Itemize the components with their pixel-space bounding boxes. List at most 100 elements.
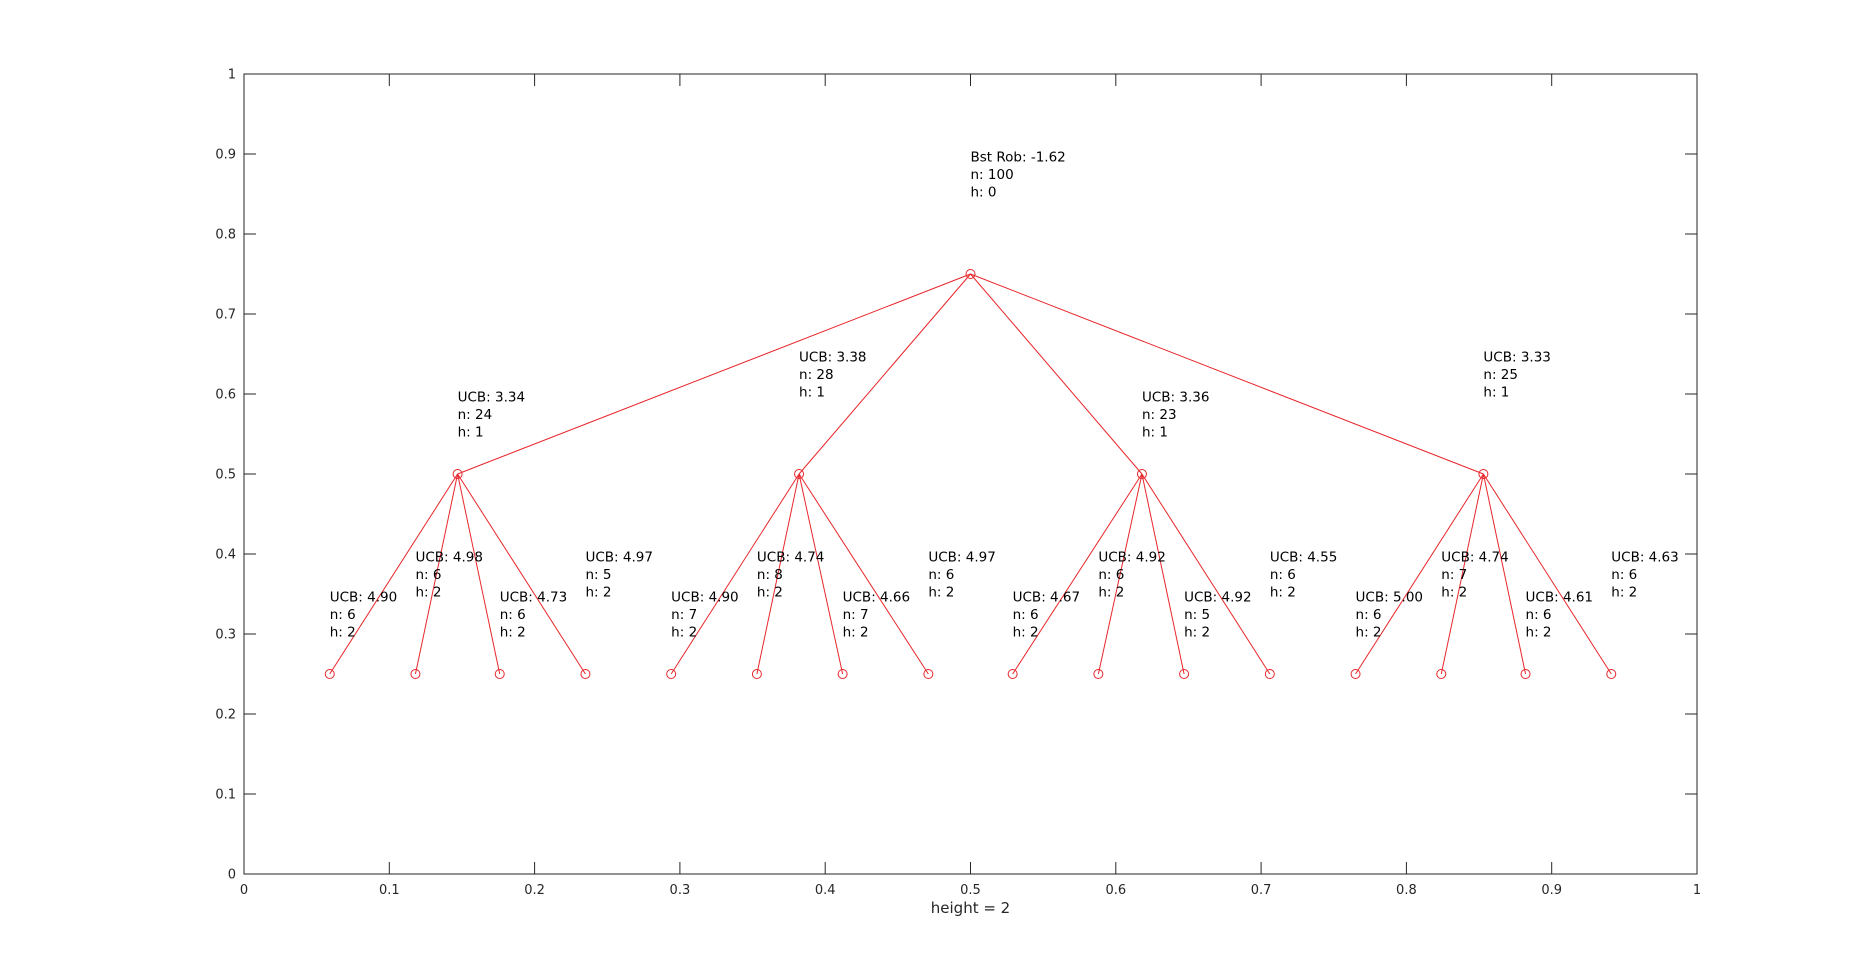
x-axis-label: height = 2 [931, 899, 1010, 917]
node-label: UCB: 4.74n: 8 h: 2 [757, 550, 824, 601]
node-label-line: n: 6 [1098, 567, 1124, 583]
tree-edge [1012, 473, 1143, 675]
node-label-line: UCB: 4.90 [671, 590, 738, 606]
node-label-line: UCB: 4.63 [1611, 550, 1678, 566]
y-tick-label: 0.3 [215, 628, 236, 643]
tree-node-marker [494, 669, 505, 679]
node-labels: Bst Rob: -1.62n: 100 h: 0 UCB: 3.34n: 24 h:… [330, 150, 1679, 641]
tree-node-marker [1436, 669, 1447, 679]
node-label-line: n: 7 [671, 607, 697, 623]
node-label-line: h: 2 [671, 625, 697, 641]
tree-node-marker [1478, 469, 1489, 479]
node-label-line: UCB: 3.34 [458, 390, 525, 406]
node-label-line: h: 2 [1270, 585, 1296, 601]
tree-node-marker [751, 669, 762, 679]
tree-edge [1482, 473, 1612, 675]
node-label-line: n: 7 [1441, 567, 1467, 583]
x-tick-label: 0 [240, 883, 248, 898]
tree-edge [414, 473, 459, 675]
y-tick-label: 1 [228, 68, 236, 83]
node-label-line: UCB: 3.38 [799, 350, 866, 366]
node-label: UCB: 3.33n: 25 h: 1 [1483, 350, 1550, 401]
node-label: UCB: 3.36n: 23 h: 1 [1142, 390, 1209, 441]
tree-node-marker [1179, 669, 1190, 679]
tree-node-marker [666, 669, 677, 679]
node-label-line: UCB: 4.98 [415, 550, 482, 566]
node-label-line: UCB: 3.36 [1142, 390, 1209, 406]
node-label-line: h: 2 [415, 585, 441, 601]
node-label-line: UCB: 4.74 [1441, 550, 1508, 566]
node-label-line: UCB: 4.97 [928, 550, 995, 566]
node-label-line: n: 5 [1184, 607, 1210, 623]
node-label: UCB: 4.55n: 6 h: 2 [1270, 550, 1337, 601]
node-label-line: h: 2 [757, 585, 783, 601]
y-tick-label: 0.1 [215, 788, 236, 803]
node-label-line: h: 2 [1184, 625, 1210, 641]
x-tick-label: 0.4 [815, 883, 836, 898]
node-label: UCB: 4.63n: 6 h: 2 [1611, 550, 1678, 601]
plot-area [244, 74, 1697, 874]
node-label: UCB: 4.66n: 7 h: 2 [843, 590, 910, 641]
tree-edge [1355, 473, 1484, 675]
node-label-line: h: 1 [1483, 385, 1509, 401]
tree-edge [1141, 473, 1271, 675]
node-label-line: UCB: 4.74 [757, 550, 824, 566]
node-label: UCB: 4.92n: 5 h: 2 [1184, 590, 1251, 641]
tree-node-marker [1350, 669, 1361, 679]
node-label-line: n: 6 [1356, 607, 1382, 623]
node-label: UCB: 4.90n: 7 h: 2 [671, 590, 738, 641]
node-label-line: h: 1 [799, 385, 825, 401]
tree-node-marker [580, 669, 591, 679]
y-tick-label: 0 [228, 868, 236, 883]
tree-node-marker [1093, 669, 1104, 679]
node-label-line: h: 2 [843, 625, 869, 641]
node-label: UCB: 4.98n: 6 h: 2 [415, 550, 482, 601]
node-label-line: UCB: 4.92 [1184, 590, 1251, 606]
node-label-line: UCB: 4.61 [1526, 590, 1593, 606]
tree-node-marker [794, 469, 805, 479]
x-tick-label: 0.8 [1396, 883, 1417, 898]
tree-node-marker [1606, 669, 1617, 679]
node-label: UCB: 4.97n: 5 h: 2 [585, 550, 652, 601]
tree-edge [1440, 473, 1484, 675]
node-label-line: h: 1 [1142, 425, 1168, 441]
x-tick-label: 0.3 [670, 883, 691, 898]
node-label-line: n: 6 [415, 567, 441, 583]
node-label-line: UCB: 3.33 [1483, 350, 1550, 366]
tree-node-marker [1136, 469, 1147, 479]
tree-edge [329, 473, 459, 675]
tree-edge [1097, 473, 1143, 675]
node-label: UCB: 5.00n: 6 h: 2 [1356, 590, 1423, 641]
y-tick-label: 0.4 [215, 548, 236, 563]
tree-edge [1141, 473, 1185, 675]
tree-edge [1482, 473, 1527, 675]
node-label-line: h: 2 [928, 585, 954, 601]
node-label-line: n: 23 [1142, 407, 1177, 423]
tree-node-marker [324, 669, 335, 679]
node-label-line: UCB: 4.55 [1270, 550, 1337, 566]
node-label-line: n: 6 [928, 567, 954, 583]
node-label-line: h: 2 [1526, 625, 1552, 641]
tree-edge [798, 473, 929, 675]
node-label-line: n: 100 [971, 167, 1014, 183]
y-tick-label: 0.5 [215, 468, 236, 483]
y-tick-label: 0.2 [215, 708, 236, 723]
x-tick-label: 0.9 [1541, 883, 1562, 898]
node-label: UCB: 4.90n: 6 h: 2 [330, 590, 397, 641]
node-label-line: UCB: 4.90 [330, 590, 397, 606]
node-label-line: h: 2 [1098, 585, 1124, 601]
node-label-line: n: 6 [1013, 607, 1039, 623]
node-label-line: UCB: 5.00 [1356, 590, 1423, 606]
tree-edge [970, 273, 1143, 475]
x-tick-label: 1 [1693, 883, 1701, 898]
node-label-line: h: 0 [971, 185, 997, 201]
tree-node-marker [410, 669, 421, 679]
tree-edge [457, 473, 501, 675]
node-label-line: n: 8 [757, 567, 783, 583]
tree-edge [756, 473, 800, 675]
tree-node-marker [923, 669, 934, 679]
tree-edge [798, 273, 971, 475]
y-tick-label: 0.6 [215, 388, 236, 403]
node-label-line: h: 2 [330, 625, 356, 641]
